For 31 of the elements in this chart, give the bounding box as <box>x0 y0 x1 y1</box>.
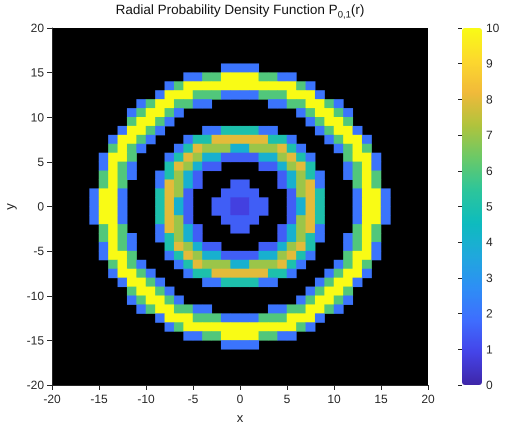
color-bar-label: 8 <box>486 92 493 106</box>
x-tick-label: 5 <box>284 392 291 406</box>
x-axis-title: x <box>236 410 244 425</box>
y-tick-label: 10 <box>30 110 44 124</box>
color-bar-label: 3 <box>486 270 493 285</box>
color-bar-label: 6 <box>486 164 493 178</box>
color-bar-label: 2 <box>486 306 493 321</box>
x-tick-label: -10 <box>137 392 155 406</box>
x-tick-label: 15 <box>374 392 388 406</box>
y-tick-label: -20 <box>26 378 44 392</box>
x-tick-label: -5 <box>188 392 199 406</box>
color-bar-label: 4 <box>486 235 493 250</box>
chart-title: Radial Probability Density Function P$_{0,1}$(r) <box>114 2 366 21</box>
y-tick-label: -10 <box>26 288 44 303</box>
x-tick-label: 10 <box>327 392 341 406</box>
color-bar-label: 0 <box>486 378 493 392</box>
y-tick-label: 20 <box>30 21 44 35</box>
color-bar-label: 5 <box>486 200 493 214</box>
color-bar-label: 9 <box>486 56 493 71</box>
color-bar-label: 1 <box>486 342 493 356</box>
y-tick-label: 0 <box>37 200 44 214</box>
y-axis-title: y <box>2 202 17 210</box>
y-tick-label: -5 <box>33 244 44 258</box>
color-bar-label: 7 <box>486 128 493 142</box>
color-bar-label: 10 <box>486 21 500 35</box>
y-tick-label: 5 <box>37 154 44 169</box>
x-tick-label: -15 <box>90 392 108 406</box>
x-tick-label: 0 <box>236 392 244 406</box>
y-tick-label: 15 <box>30 66 44 80</box>
y-tick-label: -15 <box>26 333 44 348</box>
x-tick-label: 20 <box>421 392 435 406</box>
